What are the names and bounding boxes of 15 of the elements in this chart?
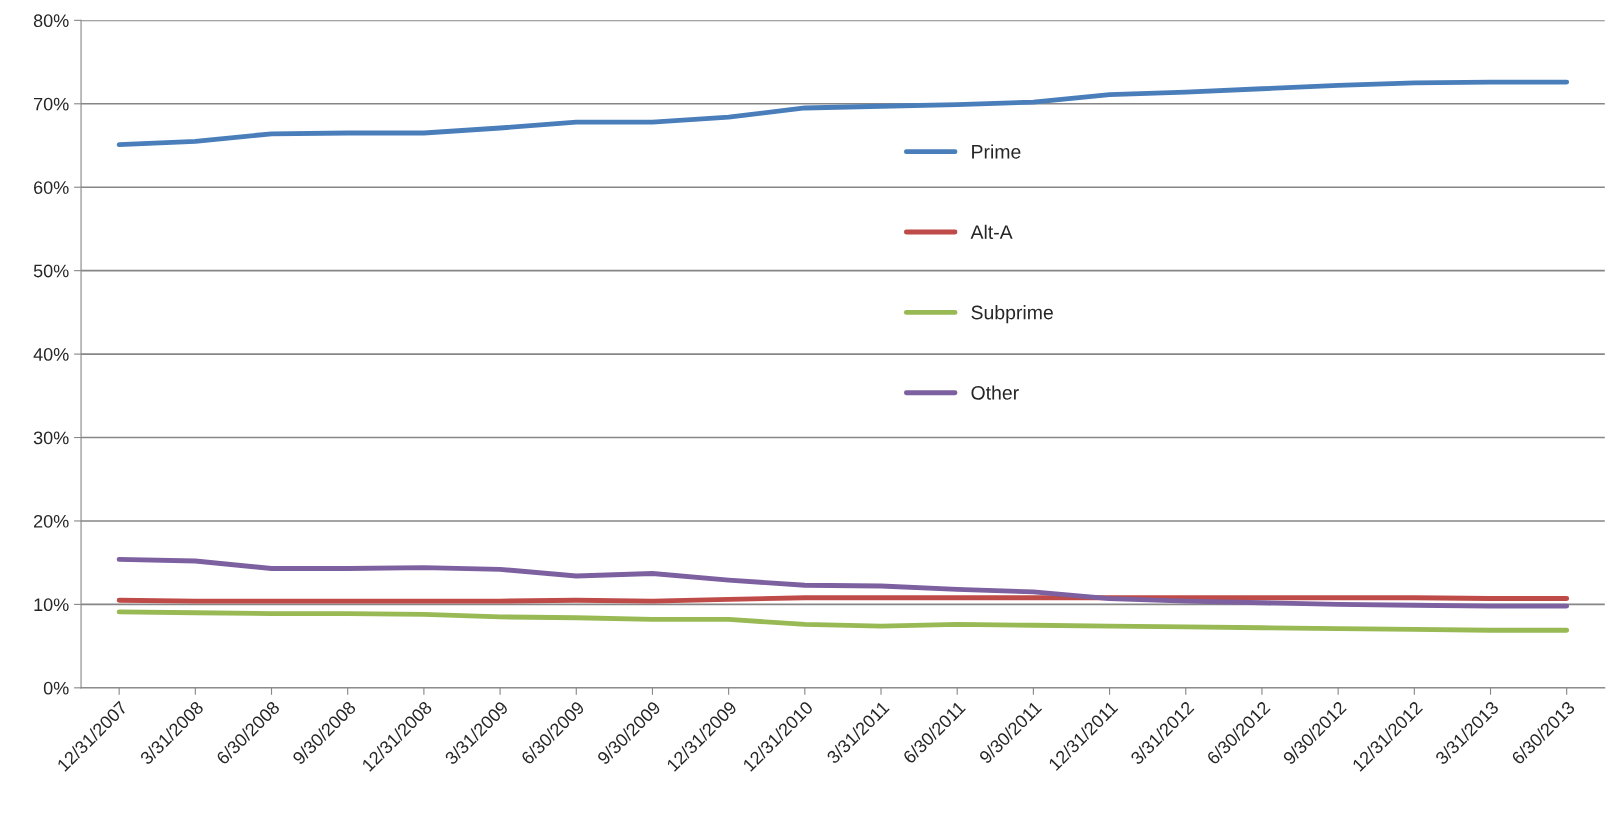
legend-label: Subprime [971, 305, 1053, 324]
y-tick-label: 20% [34, 514, 69, 528]
y-tick-label: 50% [33, 264, 69, 278]
legend-label: Prime [972, 144, 1021, 159]
y-tick-label: 10% [34, 598, 69, 612]
legend-label: Other [971, 385, 1019, 400]
y-tick-label: 0% [43, 681, 69, 695]
line-series [116, 556, 1570, 609]
line-series [116, 609, 1570, 633]
y-tick-label: 40% [33, 348, 69, 361]
y-tick-label: 70% [34, 97, 69, 111]
y-tick-label: 30% [33, 431, 69, 445]
y-tick-label: 60% [34, 181, 69, 194]
y-tick-label: 80% [33, 14, 69, 28]
legend-label: Alt-A [970, 224, 1013, 239]
